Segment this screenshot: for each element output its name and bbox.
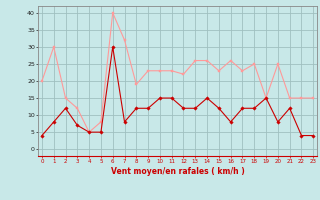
- X-axis label: Vent moyen/en rafales ( km/h ): Vent moyen/en rafales ( km/h ): [111, 167, 244, 176]
